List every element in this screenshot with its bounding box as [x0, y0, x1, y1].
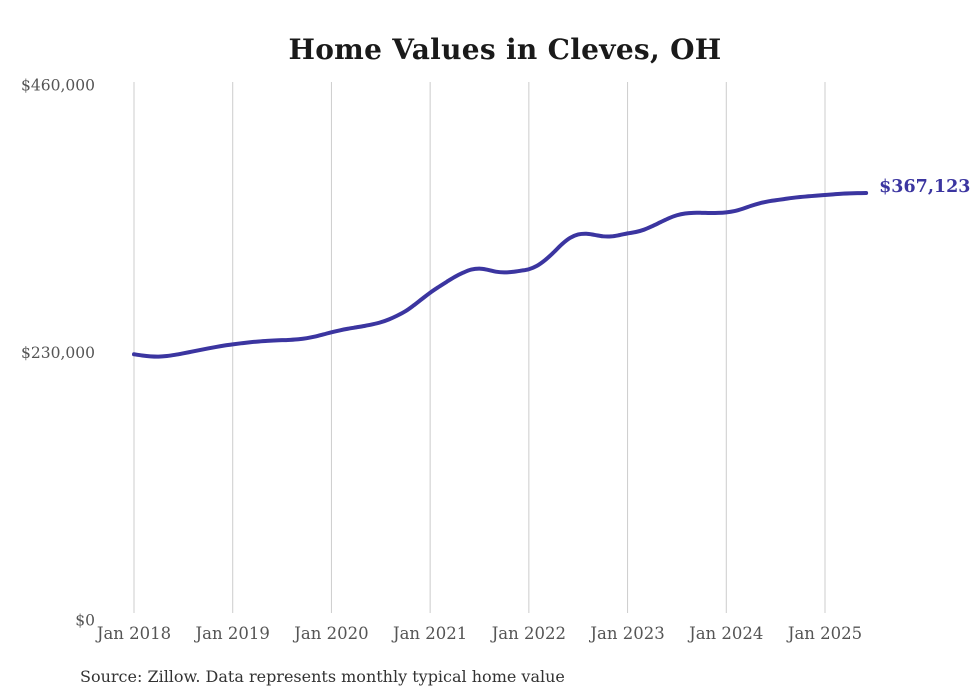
x-tick-label: Jan 2021	[391, 624, 467, 643]
y-tick-label: $460,000	[21, 77, 95, 95]
x-tick-label: Jan 2018	[95, 624, 171, 643]
x-tick-label: Jan 2024	[687, 624, 763, 643]
y-tick-label: $230,000	[21, 344, 95, 362]
x-tick-label: Jan 2019	[194, 624, 270, 643]
chart-title: Home Values in Cleves, OH	[288, 33, 722, 66]
x-tick-label: Jan 2023	[588, 624, 664, 643]
x-tick-label: Jan 2025	[786, 624, 862, 643]
x-tick-label: Jan 2020	[292, 624, 368, 643]
y-tick-label: $0	[75, 612, 95, 630]
current-value-label: $367,123	[879, 177, 970, 197]
value-line	[132, 191, 869, 359]
x-tick-label: Jan 2022	[490, 624, 566, 643]
source-note: Source: Zillow. Data represents monthly …	[80, 667, 565, 686]
